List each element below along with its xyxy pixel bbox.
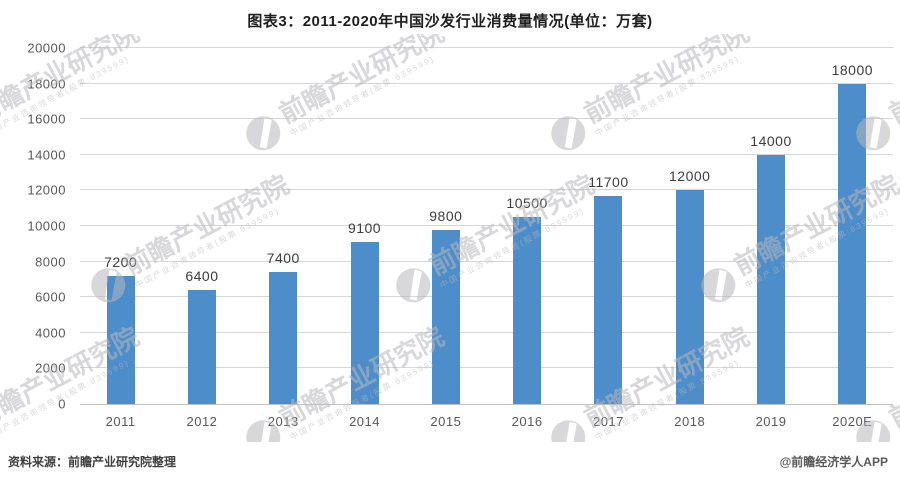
bar-column-2012: 6400 <box>161 48 242 404</box>
bar-series: 7200 6400 7400 9100 9800 10500 11700 12000 14000… <box>80 48 893 404</box>
gridline <box>80 296 893 298</box>
gridline <box>80 331 893 333</box>
bar-column-2011: 7200 <box>80 48 161 404</box>
y-axis-tick-label: 18000 <box>27 76 66 92</box>
x-axis-label-2015: 2015 <box>430 414 462 429</box>
bar-column-2015: 9800 <box>405 48 486 404</box>
plot-area: 7200 6400 7400 9100 9800 10500 11700 12000 14000… <box>80 47 893 405</box>
bar-value-label: 11700 <box>588 173 629 190</box>
gridline <box>80 118 893 120</box>
bar-2011 <box>106 275 135 404</box>
bar-2013 <box>269 272 298 404</box>
bar-value-label: 18000 <box>831 61 874 78</box>
y-axis-tick-label: 2000 <box>35 360 66 376</box>
bar-2018 <box>675 190 704 404</box>
gridline <box>80 82 893 84</box>
bar-2015 <box>431 229 460 404</box>
bar-value-label: 10500 <box>506 195 548 212</box>
x-axis-label-2018: 2018 <box>674 414 706 429</box>
bar-value-label: 9100 <box>347 220 382 237</box>
bar-value-label: 14000 <box>750 132 792 149</box>
y-axis-tick-label: 6000 <box>35 289 66 305</box>
bar-2020E <box>838 83 867 404</box>
y-axis-tick-label: 0 <box>58 396 66 412</box>
bar-value-label: 7200 <box>104 253 138 270</box>
y-axis-tick-label: 8000 <box>35 254 66 270</box>
bar-column-2013: 7400 <box>243 48 324 404</box>
bar-column-2018: 12000 <box>649 48 730 404</box>
gridline <box>80 47 893 48</box>
bar-value-label: 7400 <box>266 250 300 267</box>
bar-2016 <box>513 217 542 404</box>
x-axis-label-2012: 2012 <box>186 414 218 429</box>
x-axis-label-2014: 2014 <box>349 414 380 429</box>
x-axis-label-2011: 2011 <box>105 414 136 429</box>
bar-2017 <box>594 195 623 404</box>
bar-2019 <box>757 154 786 404</box>
y-axis: 0 2000 4000 6000 8000 10000 12000 14000 16000 180… <box>0 41 66 412</box>
gridline <box>80 189 893 191</box>
x-axis: 2011 2012 2013 2014 2015 2016 2017 2018 2019 2020… <box>80 414 893 429</box>
x-axis-label-2016: 2016 <box>511 414 543 429</box>
y-axis-tick-label: 10000 <box>27 218 66 234</box>
x-axis-line <box>80 404 893 405</box>
bar-value-label: 6400 <box>185 268 219 285</box>
bar-2014 <box>350 242 379 404</box>
bar-column-2016: 10500 <box>486 48 567 404</box>
bar-column-2020E: 18000 <box>812 48 893 404</box>
chart-title: 图表3：2011-2020年中国沙发行业消费量情况(单位：万套) <box>247 13 653 30</box>
bar-column-2019: 14000 <box>730 48 811 404</box>
bar-column-2017: 11700 <box>568 48 649 404</box>
gridline <box>80 260 893 262</box>
y-axis-tick-label: 12000 <box>27 182 66 198</box>
x-axis-label-2020E: 2020E <box>832 414 873 429</box>
data-source-note: 资料来源：前瞻产业研究院整理 <box>8 455 177 469</box>
bar-value-label: 12000 <box>669 168 711 185</box>
chart-area: 0 2000 4000 6000 8000 10000 12000 14000 16000 180… <box>0 34 900 442</box>
gridline <box>80 367 893 369</box>
y-axis-tick-label: 16000 <box>27 111 66 127</box>
gridline <box>80 225 893 226</box>
x-axis-label-2019: 2019 <box>755 414 787 429</box>
bar-column-2014: 9100 <box>324 48 405 404</box>
bar-value-label: 9800 <box>429 207 463 224</box>
x-axis-label-2017: 2017 <box>592 414 624 429</box>
credit-note: @前瞻经济学人APP <box>779 455 888 469</box>
y-axis-tick-label: 14000 <box>27 147 66 163</box>
bar-2012 <box>187 290 216 404</box>
gridline <box>80 153 893 155</box>
y-axis-tick-label: 20000 <box>27 40 66 56</box>
y-axis-tick-label: 4000 <box>35 325 66 341</box>
x-axis-label-2013: 2013 <box>267 414 299 429</box>
